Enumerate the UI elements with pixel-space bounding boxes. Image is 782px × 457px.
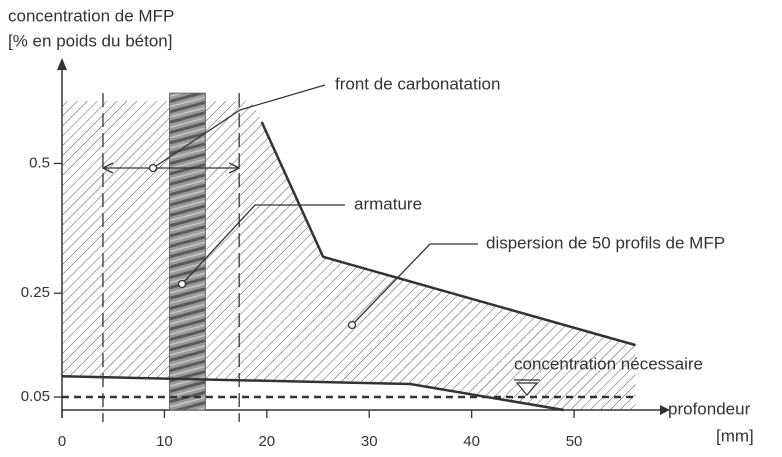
leader-dot [150,165,157,172]
rebar [170,93,206,410]
y-axis-title: concentration de MFP [8,6,174,25]
annotation: armature [354,194,422,213]
x-tick-label: 30 [361,433,378,450]
y-tick-label: 0.25 [21,284,50,301]
x-tick-label: 10 [156,433,173,450]
chart: concentration de MFP [% en poids du béto… [0,0,782,457]
x-tick-label: 20 [258,433,275,450]
y-tick-label: 0.05 [21,388,50,405]
annotation: concentration nécessaire [514,354,703,373]
x-tick-label: 40 [463,433,480,450]
annotation: front de carbonatation [335,74,500,93]
x-axis-unit: [mm] [716,426,754,445]
leader-dot [349,322,356,329]
leader-dot [179,281,186,288]
y-tick-label: 0.5 [29,154,50,171]
x-tick-label: 0 [58,433,66,450]
y-axis-unit: [% en poids du béton] [8,31,172,50]
annotation: dispersion de 50 profils de MFP [486,233,725,252]
x-axis-title: profondeur [668,399,751,418]
y-axis-arrow [57,58,67,70]
x-tick-label: 50 [566,433,583,450]
